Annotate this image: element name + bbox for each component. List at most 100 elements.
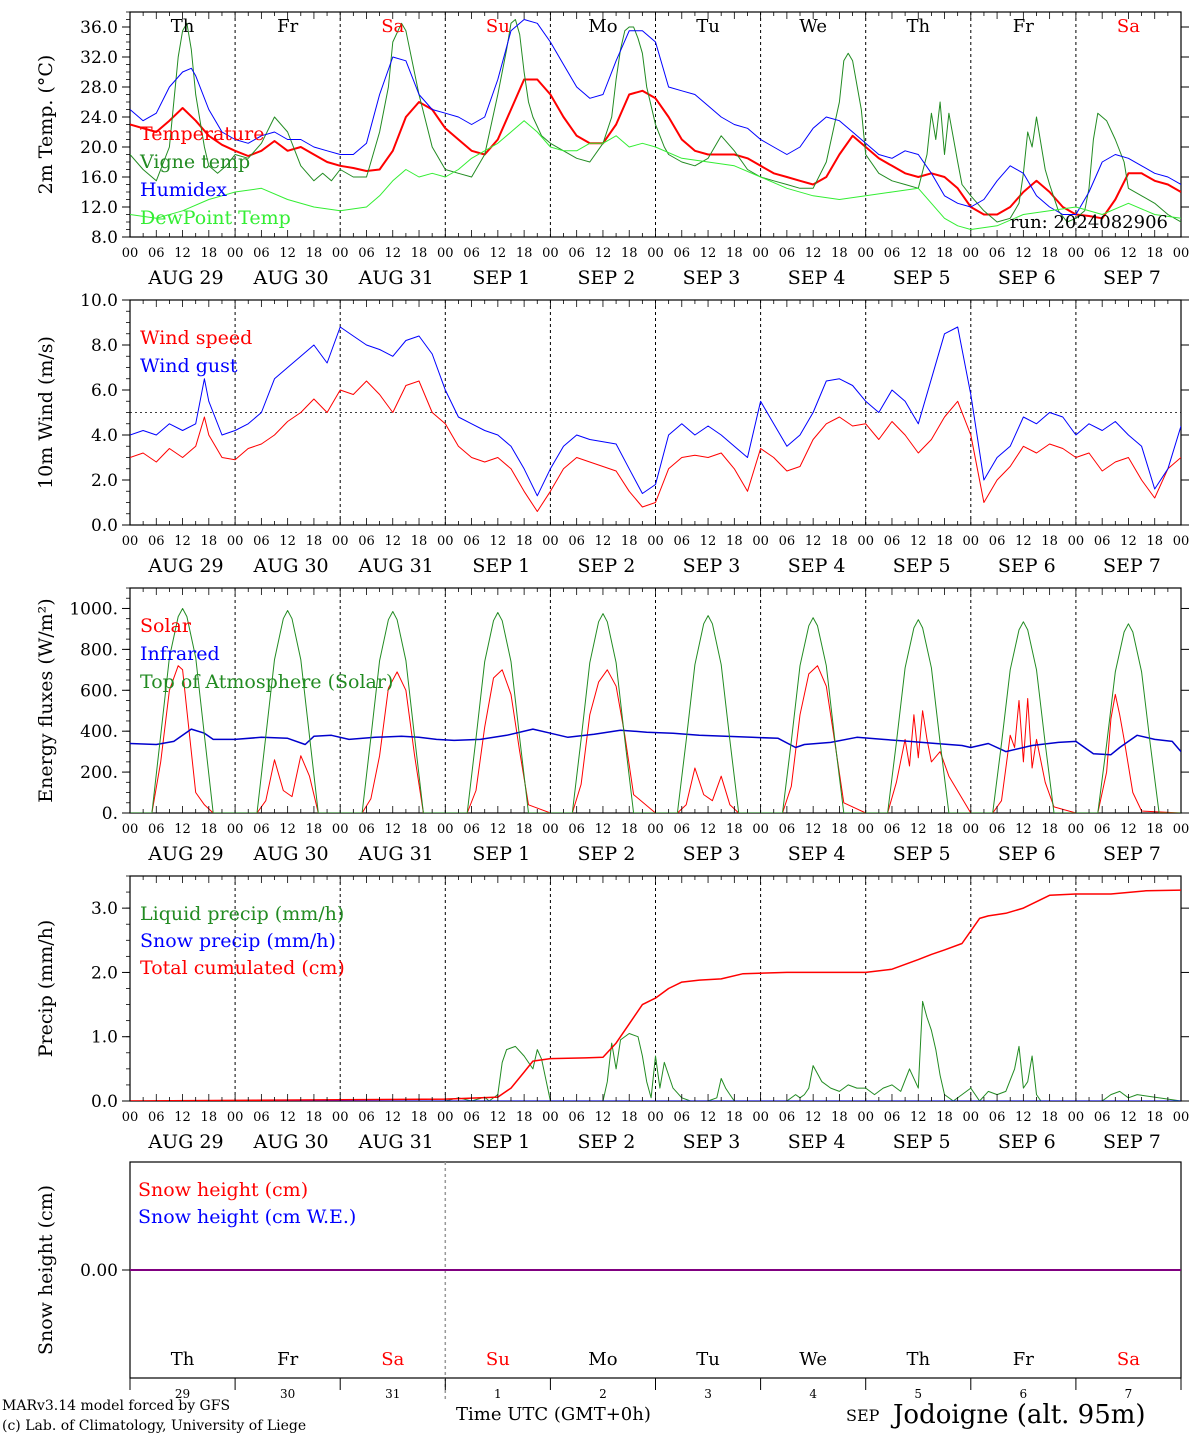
series-group (130, 326, 1181, 512)
hour-tick-label: 00 (437, 246, 454, 261)
panel-snow: 0.00 Snow height (cm) Snow height (cm) Snow… (35, 1161, 1182, 1401)
day-number-label: 30 (280, 1387, 295, 1400)
hour-tick-label: 12 (1015, 246, 1032, 261)
hour-tick-label: 00 (1173, 534, 1190, 549)
weekday-label: Su (486, 1349, 510, 1370)
hour-tick-label: 12 (700, 534, 717, 549)
date-label: SEP 1 (472, 1131, 530, 1153)
legend-entry: Humidex (140, 179, 227, 201)
hour-tick-label: 00 (1068, 822, 1085, 837)
legend-entry: Snow height (cm W.E.) (138, 1206, 356, 1228)
legend-entry: Vigne temp (139, 151, 250, 173)
hour-tick-label: 00 (857, 246, 874, 261)
series-infrared (130, 728, 1181, 756)
hour-tick-label: 18 (1146, 534, 1163, 549)
hour-tick-label: 06 (253, 822, 270, 837)
hour-tick-label: 06 (1094, 822, 1111, 837)
series-top-of-atmosphere-solar (130, 608, 1181, 813)
hour-tick-label: 06 (779, 1110, 796, 1125)
date-label: AUG 30 (253, 1131, 329, 1153)
day-number-label: 31 (385, 1387, 400, 1400)
date-label: AUG 29 (147, 267, 223, 289)
hour-tick-label: 12 (595, 534, 612, 549)
series-group (130, 19, 1181, 230)
hour-tick-label: 00 (963, 246, 980, 261)
hour-tick-label: 18 (306, 534, 323, 549)
hour-tick-label: 00 (227, 246, 244, 261)
hour-tick-label: 00 (752, 534, 769, 549)
hour-tick-label: 18 (621, 534, 638, 549)
hour-tick-label: 00 (647, 246, 664, 261)
hour-tick-label: 12 (490, 246, 507, 261)
y-tick-label: 1000. (69, 599, 118, 619)
y-tick-label: 200. (80, 763, 118, 783)
hour-tick-label: 18 (621, 246, 638, 261)
day-number-label: 4 (809, 1387, 817, 1400)
hour-tick-label: 00 (332, 822, 349, 837)
y-tick-label: 2.0 (91, 963, 118, 983)
panel-precip: 0.0 1.0 2.0 3.0 Precip (mm/h) Liquid precip (… (35, 875, 1190, 1153)
hour-tick-label: 06 (253, 1110, 270, 1125)
hour-tick-label: 12 (805, 534, 822, 549)
hour-tick-label: 00 (752, 246, 769, 261)
date-label: SEP 1 (472, 555, 530, 577)
model-credit: MARv3.14 model forced by GFS (2, 1398, 231, 1414)
hour-tick-label: 06 (674, 246, 691, 261)
hour-tick-label: 18 (936, 822, 953, 837)
hour-tick-label: 18 (201, 534, 218, 549)
legend-entry: Snow height (cm) (138, 1179, 308, 1201)
hour-tick-label: 12 (595, 822, 612, 837)
hour-tick-label: 00 (1068, 534, 1085, 549)
hour-tick-label: 18 (1146, 822, 1163, 837)
hour-tick-label: 00 (1068, 246, 1085, 261)
legend-entry: Total cumulated (cm) (140, 957, 345, 979)
date-label: SEP 6 (998, 1131, 1056, 1153)
lab-credit: (c) Lab. of Climatology, University of L… (2, 1418, 307, 1434)
hour-tick-label: 18 (411, 1110, 428, 1125)
y-axis-label: Snow height (cm) (35, 1185, 57, 1355)
hour-tick-label: 12 (805, 1110, 822, 1125)
date-label: SEP 2 (577, 1131, 635, 1153)
hour-tick-label: 00 (1173, 1110, 1190, 1125)
legend-entry: Temperature (140, 123, 264, 145)
date-label: SEP 4 (788, 843, 846, 865)
hour-tick-label: 18 (306, 246, 323, 261)
hour-tick-label: 18 (726, 1110, 743, 1125)
y-axis-label: 10m Wind (m/s) (35, 336, 57, 489)
hour-tick-label: 00 (963, 1110, 980, 1125)
date-label: SEP 5 (893, 267, 951, 289)
hour-tick-label: 12 (910, 246, 927, 261)
hour-tick-label: 06 (463, 822, 480, 837)
day-number-label: 29 (175, 1387, 190, 1400)
hour-tick-label: 18 (201, 246, 218, 261)
hour-tick-label: 18 (1041, 1110, 1058, 1125)
hour-tick-label: 18 (516, 246, 533, 261)
hour-tick-label: 18 (726, 534, 743, 549)
legend-entry: Solar (140, 615, 192, 637)
hour-tick-label: 00 (122, 246, 139, 261)
date-label: AUG 31 (358, 1131, 434, 1153)
weekday-label: Sa (381, 16, 404, 37)
hour-tick-label: 06 (568, 1110, 585, 1125)
y-tick-label: 4.0 (91, 426, 118, 446)
date-label: SEP 2 (577, 267, 635, 289)
date-label: AUG 29 (147, 1131, 223, 1153)
hour-tick-label: 06 (1094, 246, 1111, 261)
hour-tick-label: 06 (884, 246, 901, 261)
hour-tick-label: 00 (437, 534, 454, 549)
hour-tick-label: 00 (332, 1110, 349, 1125)
y-tick-label: 0. (102, 804, 118, 824)
date-label: AUG 31 (358, 843, 434, 865)
hour-tick-label: 12 (174, 1110, 191, 1125)
date-label: SEP 7 (1103, 267, 1161, 289)
hour-tick-label: 06 (358, 822, 375, 837)
weekday-label: Th (906, 16, 930, 37)
time-axis-title: Time UTC (GMT+0h) (456, 1404, 651, 1425)
y-tick-label: 24.0 (80, 108, 118, 128)
hour-tick-label: 00 (647, 534, 664, 549)
y-tick-label: 0.00 (80, 1261, 118, 1281)
date-label: SEP 6 (998, 843, 1056, 865)
date-label: SEP 7 (1103, 843, 1161, 865)
run-label: run: 2024082906 (1010, 212, 1168, 233)
weekday-label: Tu (696, 16, 720, 37)
